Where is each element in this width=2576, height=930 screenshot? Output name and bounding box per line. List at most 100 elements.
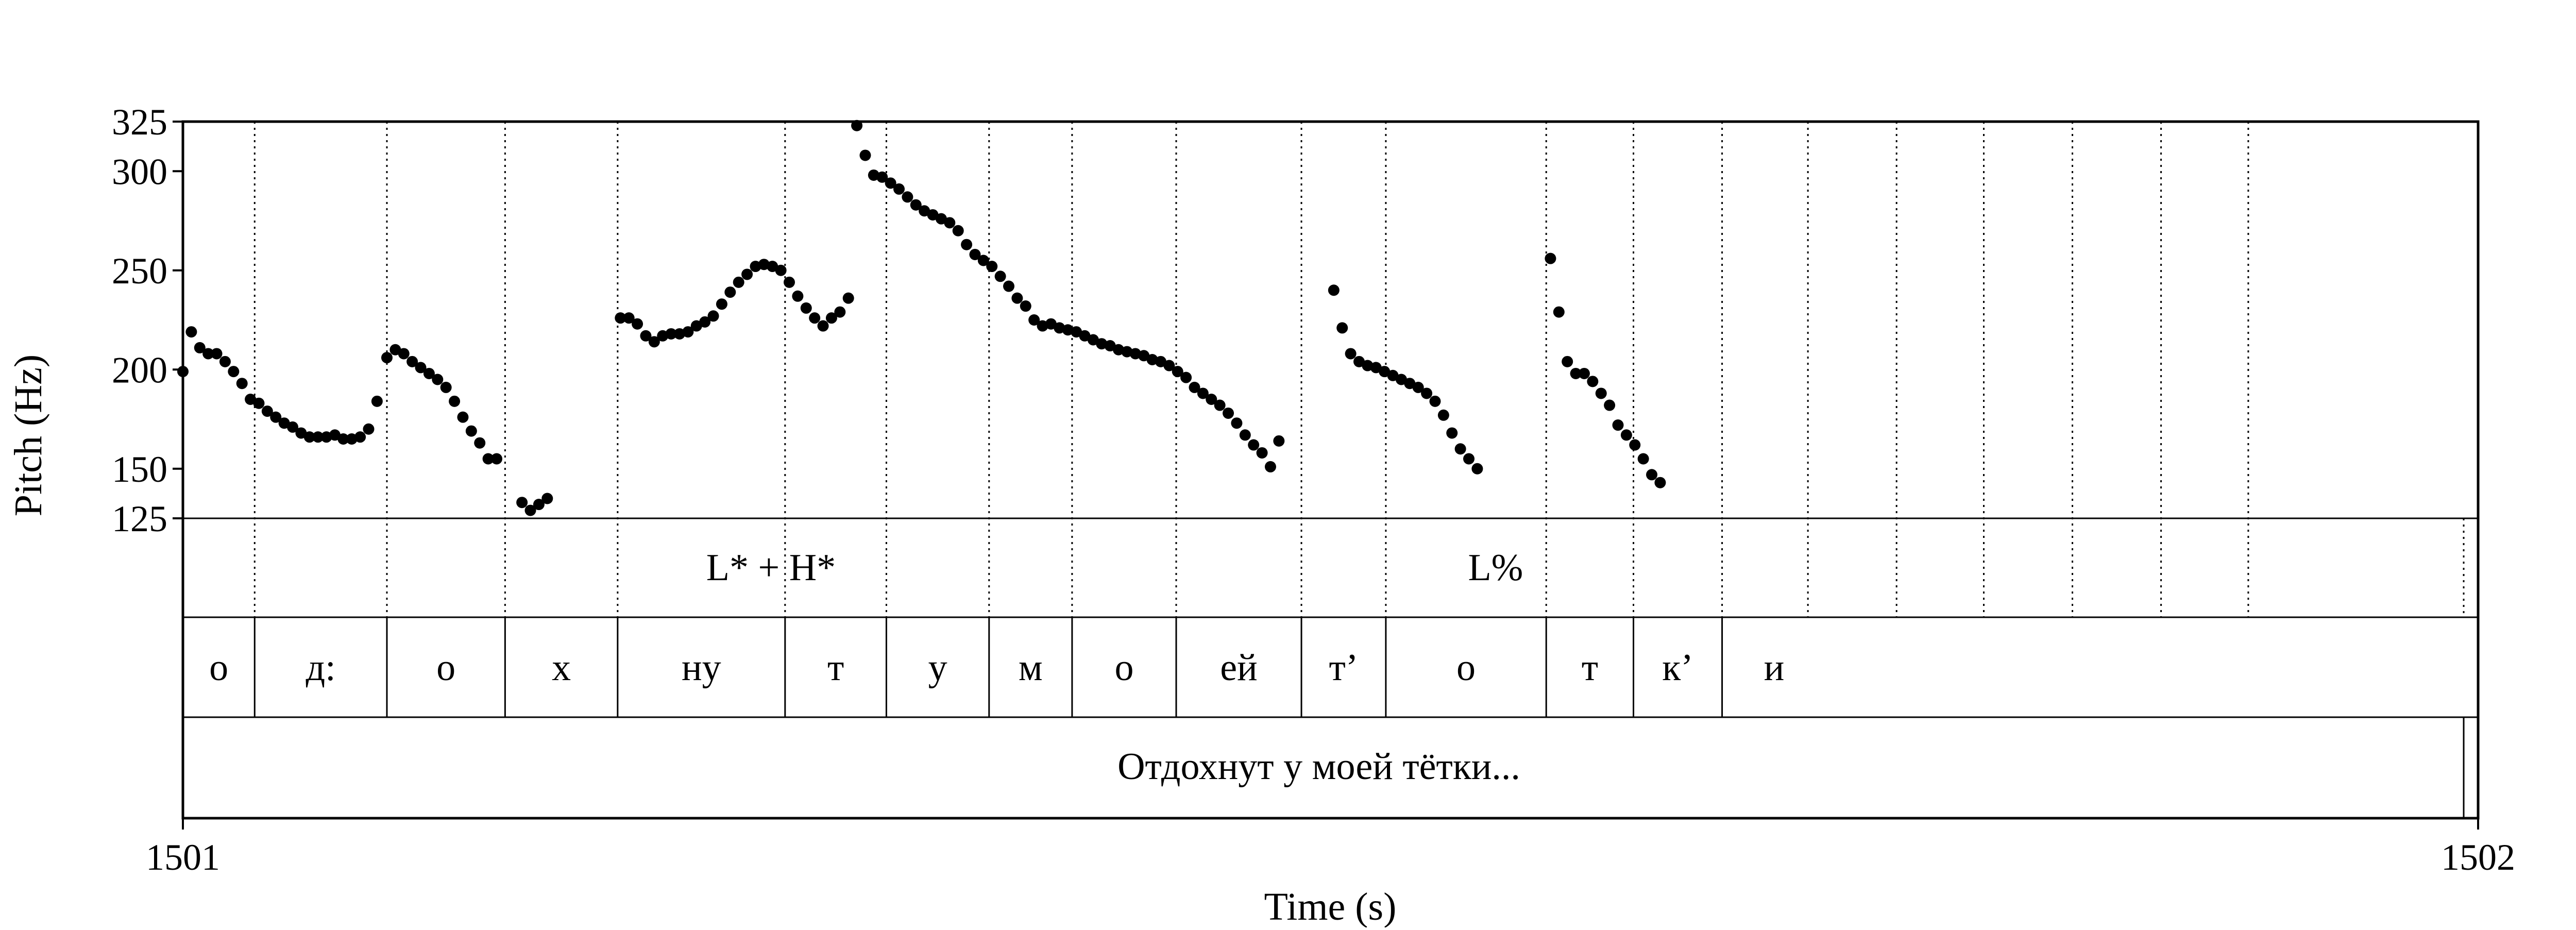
pitch-point bbox=[449, 395, 461, 407]
y-tick-label: 300 bbox=[112, 151, 167, 192]
pitch-point bbox=[682, 326, 694, 338]
pitch-point bbox=[994, 270, 1006, 282]
pitch-point bbox=[885, 177, 896, 189]
pitch-point bbox=[465, 425, 477, 437]
pitch-point bbox=[977, 255, 989, 266]
boundary-lines bbox=[253, 122, 2249, 617]
pitch-point bbox=[312, 431, 324, 443]
pitch-point bbox=[733, 276, 744, 288]
pitch-point bbox=[632, 318, 643, 330]
pitch-point bbox=[1437, 409, 1449, 421]
pitch-point bbox=[817, 320, 829, 332]
pitch-point bbox=[1104, 340, 1116, 352]
pitch-point bbox=[758, 259, 770, 270]
pitch-point bbox=[1587, 376, 1599, 387]
pitch-point bbox=[1395, 374, 1407, 385]
pitch-point bbox=[800, 302, 812, 314]
tone-label: L% bbox=[1468, 547, 1523, 589]
pitch-point bbox=[1429, 395, 1441, 407]
pitch-points bbox=[177, 120, 1666, 516]
pitch-point bbox=[185, 326, 197, 338]
y-tick-label: 150 bbox=[112, 449, 167, 490]
pitch-point bbox=[1045, 318, 1057, 330]
pitch-point bbox=[842, 292, 854, 304]
pitch-point bbox=[320, 431, 332, 443]
pitch-point bbox=[1463, 453, 1475, 465]
phone-label: м bbox=[1019, 647, 1043, 689]
y-tick-label: 125 bbox=[112, 498, 167, 539]
pitch-point bbox=[1037, 320, 1048, 332]
pitch-point bbox=[1172, 366, 1183, 378]
pitch-point bbox=[1079, 330, 1091, 342]
pitch-point bbox=[952, 225, 964, 236]
pitch-point bbox=[245, 394, 257, 405]
pitch-point bbox=[716, 298, 727, 310]
pitch-point bbox=[1612, 419, 1624, 431]
phone-label: к’ bbox=[1662, 647, 1693, 689]
pitch-point bbox=[1189, 381, 1200, 393]
pitch-point bbox=[1404, 378, 1416, 390]
pitch-point bbox=[1604, 399, 1616, 411]
x-tick-label-end: 1502 bbox=[2441, 837, 2515, 878]
pitch-point bbox=[194, 342, 206, 353]
pitch-point bbox=[261, 405, 273, 417]
pitch-point bbox=[211, 348, 223, 360]
pitch-point bbox=[834, 306, 846, 318]
y-tick-label: 200 bbox=[112, 349, 167, 391]
frame bbox=[181, 120, 2480, 820]
pitch-point bbox=[1362, 360, 1374, 371]
pitch-point bbox=[1421, 387, 1433, 399]
phone-label: х bbox=[552, 647, 571, 689]
pitch-point bbox=[389, 344, 401, 356]
pitch-point bbox=[406, 356, 418, 367]
pitch-point bbox=[228, 366, 240, 378]
pitch-point bbox=[490, 453, 502, 465]
pitch-point bbox=[665, 328, 677, 340]
x-axis-title: Time (s) bbox=[1264, 885, 1397, 927]
pitch-point bbox=[910, 199, 922, 211]
phone-label: и bbox=[1764, 647, 1785, 689]
pitch-point bbox=[1003, 280, 1015, 292]
pitch-point bbox=[287, 421, 299, 433]
pitch-point bbox=[1256, 447, 1268, 459]
pitch-point bbox=[623, 312, 635, 324]
pitch-point bbox=[1654, 477, 1666, 488]
pitch-point bbox=[1553, 306, 1565, 318]
pitch-point bbox=[1570, 367, 1582, 379]
y-axis-title: Pitch (Hz) bbox=[7, 354, 50, 516]
pitch-point bbox=[278, 417, 290, 429]
pitch-point bbox=[927, 209, 939, 221]
pitch-point bbox=[1545, 252, 1556, 264]
pitch-point bbox=[354, 431, 366, 443]
pitch-point bbox=[944, 217, 956, 229]
pitch-point bbox=[648, 336, 660, 348]
pitch-point bbox=[1370, 362, 1382, 374]
pitch-point bbox=[524, 504, 536, 516]
pitch-point bbox=[1562, 356, 1573, 367]
pitch-point bbox=[474, 437, 486, 449]
phone-label: о bbox=[436, 647, 455, 689]
pitch-point bbox=[1155, 356, 1166, 367]
phone-label: у bbox=[928, 647, 947, 689]
pitch-point bbox=[741, 268, 753, 280]
pitch-point bbox=[657, 330, 669, 342]
pitch-point bbox=[1062, 324, 1074, 336]
pitch-point bbox=[219, 356, 231, 367]
pitch-point bbox=[640, 330, 652, 342]
pitch-point bbox=[1180, 371, 1192, 383]
pitch-point bbox=[1446, 427, 1458, 439]
pitch-point bbox=[1028, 314, 1040, 326]
pitch-point bbox=[750, 261, 761, 273]
pitch-point bbox=[1138, 350, 1150, 362]
pitch-point bbox=[303, 431, 315, 443]
phone-label: ну bbox=[682, 647, 721, 689]
phone-label: о bbox=[1114, 647, 1133, 689]
pitch-point bbox=[724, 286, 736, 298]
pitch-point bbox=[371, 395, 383, 407]
pitch-point bbox=[1163, 360, 1175, 371]
pitch-point bbox=[329, 429, 341, 441]
pitch-point bbox=[1379, 366, 1391, 378]
pitch-point bbox=[690, 320, 702, 332]
pitch-point bbox=[1197, 387, 1209, 399]
